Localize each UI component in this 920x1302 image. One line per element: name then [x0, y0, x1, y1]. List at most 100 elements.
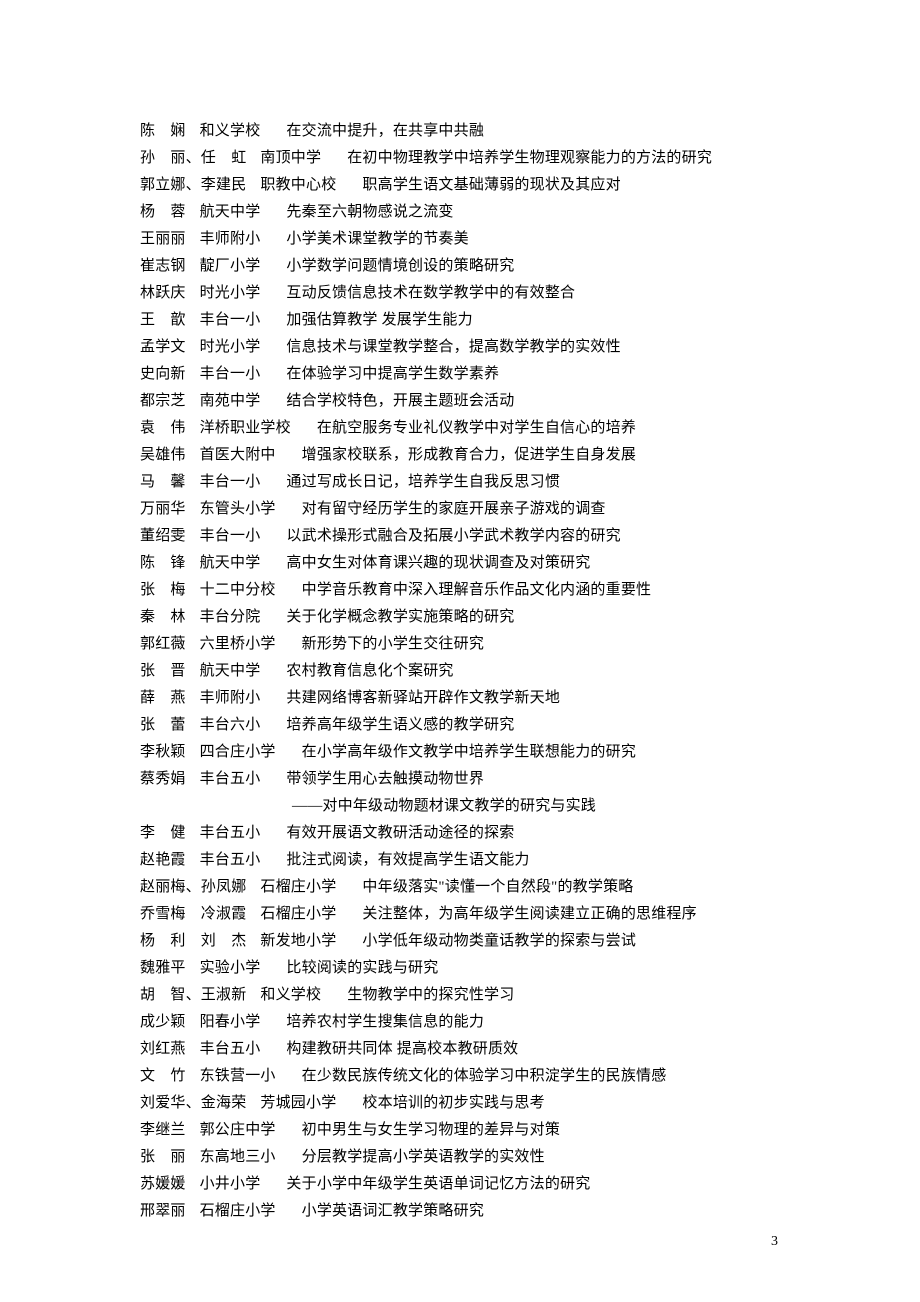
entry-row: 杨 利 刘 杰新发地小学小学低年级动物类童话教学的探索与尝试	[140, 928, 780, 955]
entry-row: 郭立娜、李建民职教中心校职高学生语文基础薄弱的现状及其应对	[140, 172, 780, 199]
entry-school: 首医大附中	[200, 447, 276, 463]
entry-author: 蔡秀娟	[140, 771, 186, 787]
page-number: 3	[771, 1234, 778, 1250]
entry-title: 小学英语词汇教学策略研究	[302, 1203, 484, 1219]
entry-row: 董绍雯丰台一小以武术操形式融合及拓展小学武术教学内容的研究	[140, 523, 780, 550]
entry-row: 王 歆丰台一小加强估算教学 发展学生能力	[140, 307, 780, 334]
entry-school: 丰台五小	[200, 825, 261, 841]
entry-row: 胡 智、王淑新和义学校 生物教学中的探究性学习	[140, 982, 780, 1009]
entry-school: 时光小学	[200, 339, 261, 355]
entry-row: 李 健丰台五小 有效开展语文教研活动途径的探索	[140, 820, 780, 847]
entry-school: 郭公庄中学	[200, 1122, 276, 1138]
entry-author: 郭立娜、李建民	[140, 177, 246, 193]
entry-row: 崔志钢靛厂小学小学数学问题情境创设的策略研究	[140, 253, 780, 280]
entry-title: 在小学高年级作文教学中培养学生联想能力的研究	[302, 744, 636, 760]
entry-author: 胡 智、王淑新	[140, 987, 246, 1003]
entry-school: 新发地小学	[260, 933, 336, 949]
entry-school: 丰台一小	[200, 312, 261, 328]
entry-school: 四合庄小学	[200, 744, 276, 760]
entry-school: 职教中心校	[260, 177, 336, 193]
entry-author: 吴雄伟	[140, 447, 186, 463]
entry-school: 东高地三小	[200, 1149, 276, 1165]
entry-row: 李继兰郭公庄中学初中男生与女生学习物理的差异与对策	[140, 1117, 780, 1144]
entry-row: 万丽华东管头小学对有留守经历学生的家庭开展亲子游戏的调查	[140, 496, 780, 523]
entry-author: 张 丽	[140, 1149, 186, 1165]
entry-author: 赵丽梅、孙凤娜	[140, 879, 246, 895]
entry-school: 丰台一小	[200, 366, 261, 382]
entry-school: 十二中分校	[200, 582, 276, 598]
entry-author: 郭红薇	[140, 636, 186, 652]
entry-school: 丰台一小	[200, 474, 261, 490]
entry-school: 靛厂小学	[200, 258, 261, 274]
entry-school: 石榴庄小学	[260, 879, 336, 895]
entry-title: 以武术操形式融合及拓展小学武术教学内容的研究	[286, 528, 620, 544]
entry-title: 生物教学中的探究性学习	[347, 987, 514, 1003]
entry-school: 石榴庄小学	[200, 1203, 276, 1219]
entry-author: 刘爱华、金海荣	[140, 1095, 246, 1111]
entry-row: 赵艳霞丰台五小批注式阅读，有效提高学生语文能力	[140, 847, 780, 874]
entry-school: 南苑中学	[200, 393, 261, 409]
entry-school: 航天中学	[200, 663, 261, 679]
entry-row: 乔雪梅 冷淑霞石榴庄小学关注整体，为高年级学生阅读建立正确的思维程序	[140, 901, 780, 928]
entry-row: 张 蕾丰台六小培养高年级学生语义感的教学研究	[140, 712, 780, 739]
entry-title: 在体验学习中提高学生数学素养	[286, 366, 499, 382]
entry-row: 赵丽梅、孙凤娜石榴庄小学 中年级落实"读懂一个自然段"的教学策略	[140, 874, 780, 901]
entry-author: 孙 丽、任 虹	[140, 150, 246, 166]
entry-school: 东管头小学	[200, 501, 276, 517]
entry-row: 秦 林丰台分院关于化学概念教学实施策略的研究	[140, 604, 780, 631]
entry-school: 航天中学	[200, 204, 261, 220]
entry-row: 薛 燕丰师附小共建网络博客新驿站开辟作文教学新天地	[140, 685, 780, 712]
entry-row: 邢翠丽石榴庄小学小学英语词汇教学策略研究	[140, 1198, 780, 1225]
entry-row: 都宗芝南苑中学结合学校特色，开展主题班会活动	[140, 388, 780, 415]
entry-author: 张 晋	[140, 663, 186, 679]
entry-title: 加强估算教学 发展学生能力	[286, 312, 472, 328]
entry-row: 陈 娴和义学校在交流中提升，在共享中共融	[140, 118, 780, 145]
entry-author: 马 馨	[140, 474, 186, 490]
entry-title: 关注整体，为高年级学生阅读建立正确的思维程序	[362, 906, 696, 922]
entry-row: 张 丽东高地三小分层教学提高小学英语教学的实效性	[140, 1144, 780, 1171]
entry-school: 丰台五小	[200, 1041, 261, 1057]
entry-row: 杨 蓉航天中学先秦至六朝物感说之流变	[140, 199, 780, 226]
entry-title: 中年级落实"读懂一个自然段"的教学策略	[362, 879, 633, 895]
entry-row: 孙 丽、任 虹南顶中学在初中物理教学中培养学生物理观察能力的方法的研究	[140, 145, 780, 172]
entry-row: 文 竹东铁营一小在少数民族传统文化的体验学习中积淀学生的民族情感	[140, 1063, 780, 1090]
entry-author: 王丽丽	[140, 231, 186, 247]
entry-row: ——对中年级动物题材课文教学的研究与实践	[140, 793, 780, 820]
entry-row: 刘红燕丰台五小构建教研共同体 提高校本教研质效	[140, 1036, 780, 1063]
entry-row: 成少颖阳春小学培养农村学生搜集信息的能力	[140, 1009, 780, 1036]
entry-school: 南顶中学	[260, 150, 321, 166]
entry-school: 和义学校	[200, 123, 261, 139]
entry-author: 苏媛媛	[140, 1176, 186, 1192]
entry-row: 林跃庆时光小学互动反馈信息技术在数学教学中的有效整合	[140, 280, 780, 307]
entry-author: 李秋颖	[140, 744, 186, 760]
entry-title: 校本培训的初步实践与思考	[362, 1095, 544, 1111]
entry-title: 在航空服务专业礼仪教学中对学生自信心的培养	[317, 420, 636, 436]
entry-school: 芳城园小学	[260, 1095, 336, 1111]
entry-title: 增强家校联系，形成教育合力，促进学生自身发展	[302, 447, 636, 463]
entry-row: 蔡秀娟丰台五小带领学生用心去触摸动物世界	[140, 766, 780, 793]
entry-row: 张 晋航天中学农村教育信息化个案研究	[140, 658, 780, 685]
entry-row: 史向新丰台一小在体验学习中提高学生数学素养	[140, 361, 780, 388]
entry-school: 东铁营一小	[200, 1068, 276, 1084]
entry-author: 魏雅平	[140, 960, 186, 976]
entry-school: 航天中学	[200, 555, 261, 571]
entry-school: 和义学校	[260, 987, 321, 1003]
entry-row: 郭红薇六里桥小学新形势下的小学生交往研究	[140, 631, 780, 658]
entry-author: 乔雪梅 冷淑霞	[140, 906, 246, 922]
entry-author: 秦 林	[140, 609, 186, 625]
entry-school: 时光小学	[200, 285, 261, 301]
entry-row: 张 梅十二中分校中学音乐教育中深入理解音乐作品文化内涵的重要性	[140, 577, 780, 604]
entry-author: 万丽华	[140, 501, 186, 517]
entry-title: 结合学校特色，开展主题班会活动	[286, 393, 514, 409]
entry-title: 共建网络博客新驿站开辟作文教学新天地	[286, 690, 560, 706]
entry-row: 王丽丽丰师附小小学美术课堂教学的节奏美	[140, 226, 780, 253]
entry-title: 培养高年级学生语义感的教学研究	[286, 717, 514, 733]
entry-list: 陈 娴和义学校在交流中提升，在共享中共融孙 丽、任 虹南顶中学在初中物理教学中培…	[140, 118, 780, 1225]
entry-title: 高中女生对体育课兴趣的现状调查及对策研究	[286, 555, 590, 571]
entry-title: 关于化学概念教学实施策略的研究	[286, 609, 514, 625]
entry-author: 李继兰	[140, 1122, 186, 1138]
entry-school: 丰台五小	[200, 852, 261, 868]
entry-author: 崔志钢	[140, 258, 186, 274]
entry-title: 有效开展语文教研活动途径的探索	[286, 825, 514, 841]
entry-author: 李 健	[140, 825, 186, 841]
